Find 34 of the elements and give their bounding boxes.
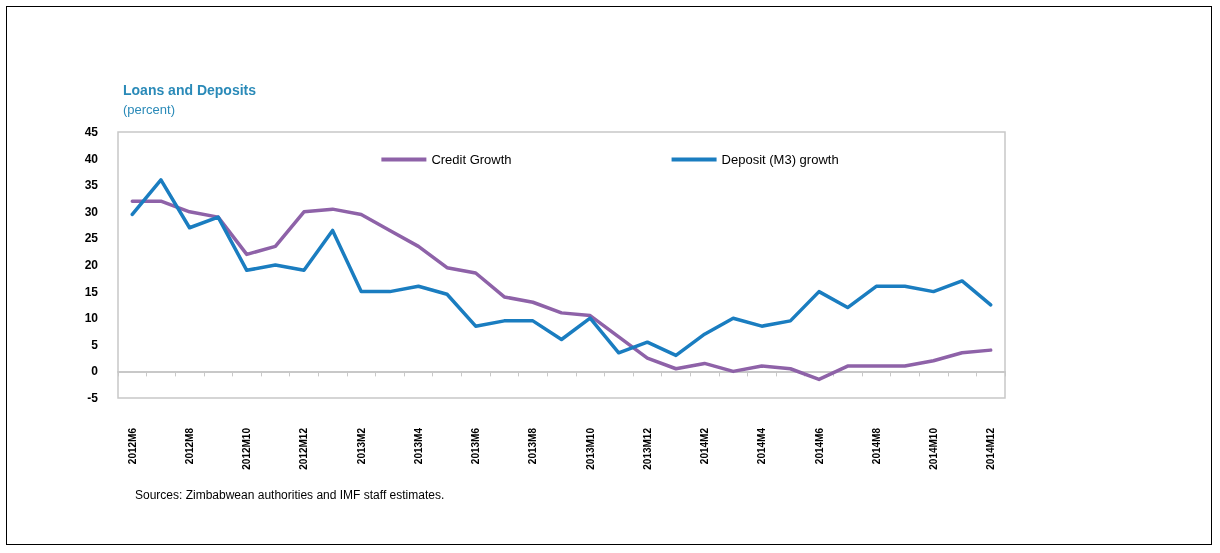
legend-label: Credit Growth: [431, 152, 512, 167]
x-tick-label: 2014M6: [813, 427, 825, 465]
y-tick-label: 0: [91, 364, 99, 379]
x-tick-label: 2012M8: [184, 427, 196, 465]
legend-label: Deposit (M3) growth: [721, 152, 839, 167]
y-tick-label: 15: [84, 284, 99, 299]
line-series: [130, 199, 993, 382]
x-tick-label: 2012M6: [126, 427, 138, 465]
source-note: Sources: Zimbabwean authorities and IMF staff estimates.: [135, 488, 445, 502]
x-tick-label: 2012M10: [241, 427, 253, 470]
x-tick-label: 2014M10: [927, 427, 939, 470]
x-tick-label: 2013M8: [527, 427, 539, 465]
y-tick-label: 45: [84, 125, 99, 139]
x-tick-label: 2013M4: [412, 427, 424, 465]
x-tick-label: 2013M12: [641, 427, 653, 470]
x-tick-label: 2013M2: [355, 427, 367, 465]
x-tick-label: 2014M8: [870, 427, 882, 465]
x-tick-label: 2014M2: [699, 427, 711, 465]
x-tick-label: 2013M6: [470, 427, 482, 465]
chart-title: Loans and Deposits: [123, 82, 257, 98]
y-tick-label: 35: [84, 178, 99, 193]
y-tick-label: 20: [84, 258, 99, 272]
x-tick-label: 2014M12: [985, 427, 997, 470]
y-tick-label: 40: [84, 151, 99, 166]
line-series: [130, 178, 993, 358]
x-tick-label: 2014M4: [756, 427, 768, 465]
x-tick-label: 2012M12: [298, 427, 310, 470]
y-tick-label: 25: [84, 231, 99, 246]
x-tick-label: 2013M10: [584, 427, 596, 470]
chart-subtitle: (percent): [123, 102, 176, 117]
y-tick-label: 5: [91, 337, 99, 352]
y-tick-label: 30: [84, 204, 99, 219]
y-tick-label: 10: [84, 311, 99, 326]
y-tick-label: -5: [87, 391, 99, 405]
